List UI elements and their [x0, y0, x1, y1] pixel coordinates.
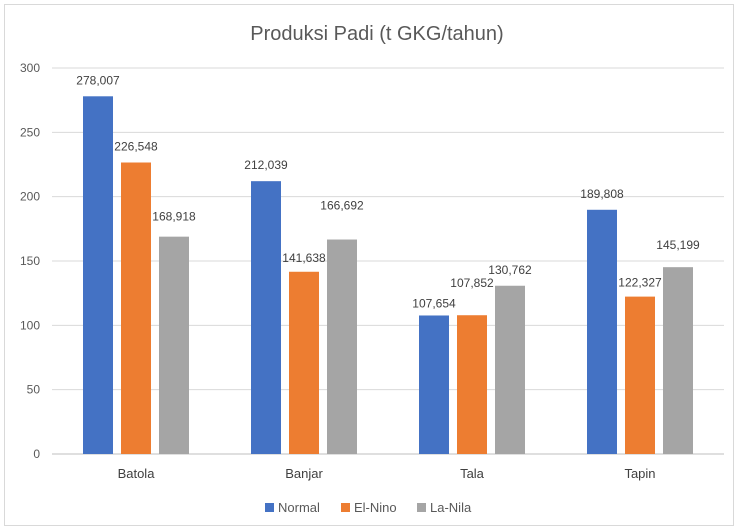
data-label: 212,039	[244, 158, 288, 172]
x-category-label: Tala	[460, 466, 485, 481]
data-label: 189,808	[580, 187, 624, 201]
legend-label: Normal	[278, 500, 320, 515]
bar-el-nino-tapin	[625, 296, 655, 454]
legend-label: El-Nino	[354, 500, 397, 515]
data-label: 107,852	[450, 276, 494, 290]
data-label: 145,199	[656, 238, 700, 252]
data-label: 141,638	[282, 251, 326, 265]
data-label: 122,327	[618, 276, 662, 290]
y-tick-label: 200	[20, 190, 40, 204]
bar-la-nila-banjar	[327, 239, 357, 454]
bar-la-nila-tala	[495, 285, 525, 454]
bar-el-nino-batola	[121, 162, 151, 454]
bars	[83, 96, 693, 454]
x-category-label: Batola	[118, 466, 156, 481]
bar-normal-banjar	[251, 181, 281, 454]
y-tick-label: 100	[20, 318, 40, 332]
bar-normal-tapin	[587, 209, 617, 454]
bar-el-nino-tala	[457, 315, 487, 454]
data-label: 226,548	[114, 140, 158, 154]
legend-swatch	[265, 503, 274, 512]
data-labels: 278,007 226,548 168,918 212,039 141,638 166,6…	[76, 73, 700, 310]
y-tick-label: 250	[20, 125, 40, 139]
bar-la-nila-tapin	[663, 267, 693, 454]
y-tick-label: 300	[20, 61, 40, 75]
data-label: 168,918	[152, 210, 196, 224]
data-label: 166,692	[320, 199, 364, 213]
legend-swatch	[417, 503, 426, 512]
legend-label: La-Nila	[430, 500, 472, 515]
y-tick-label: 150	[20, 254, 40, 268]
chart-title: Produksi Padi (t GKG/tahun)	[250, 23, 503, 45]
bar-normal-batola	[83, 96, 113, 454]
bar-el-nino-banjar	[289, 271, 319, 454]
x-axis-categories: Batola Banjar Tala Tapin	[118, 466, 656, 481]
data-label: 107,654	[412, 296, 456, 310]
y-axis-ticks: 0 50 100 150 200 250 300	[20, 61, 40, 461]
legend: Normal El-Nino La-Nila	[265, 500, 472, 515]
y-tick-label: 0	[33, 447, 40, 461]
x-category-label: Banjar	[285, 466, 323, 481]
bar-normal-tala	[419, 315, 449, 454]
legend-swatch	[341, 503, 350, 512]
gridlines	[52, 67, 724, 455]
data-label: 278,007	[76, 73, 120, 87]
y-tick-label: 50	[27, 383, 41, 397]
bar-la-nila-batola	[159, 236, 189, 454]
x-category-label: Tapin	[624, 466, 655, 481]
data-label: 130,762	[488, 263, 532, 277]
